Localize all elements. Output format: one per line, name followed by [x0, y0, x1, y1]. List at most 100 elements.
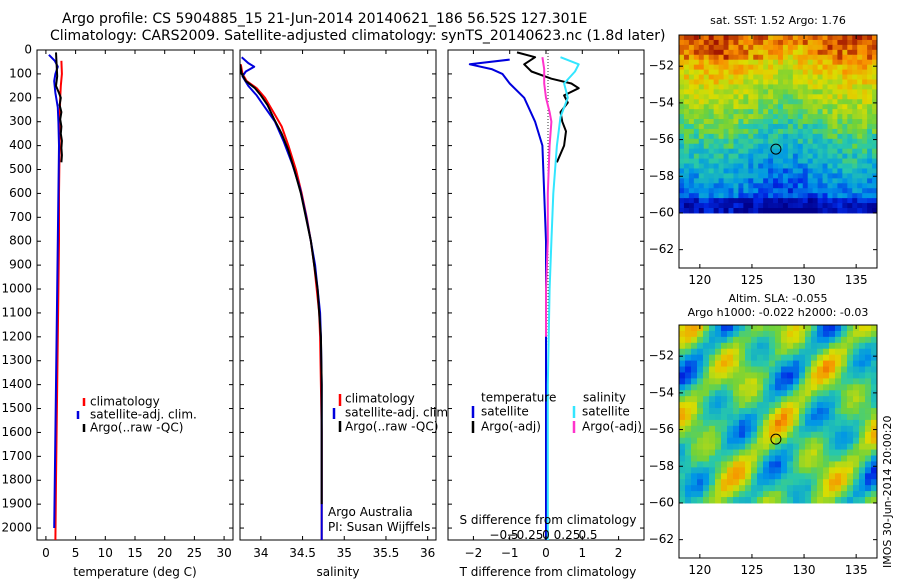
- heatmap-cell: [853, 372, 860, 379]
- heatmap-cell: [811, 443, 818, 451]
- heatmap-cell: [758, 133, 764, 140]
- heatmap-cell: [835, 413, 842, 421]
- heatmap-cell: [769, 396, 776, 403]
- heatmap-cell: [773, 128, 779, 135]
- heatmap-cell: [782, 173, 789, 179]
- heatmap-cell: [802, 178, 809, 184]
- heatmap-cell: [691, 390, 698, 397]
- heatmap-cell: [679, 455, 686, 462]
- heatmap-cell: [763, 59, 769, 66]
- heatmap-cell: [769, 437, 776, 445]
- heatmap-cell: [743, 35, 749, 41]
- heatmap-cell: [698, 89, 705, 95]
- heatmap-cell: [862, 74, 868, 80]
- heatmap-cell: [743, 183, 749, 189]
- heatmap-cell: [857, 74, 863, 80]
- heatmap-cell: [738, 94, 744, 100]
- heatmap-cell: [872, 94, 878, 100]
- heatmap-cell: [842, 35, 848, 41]
- heatmap-cell: [683, 163, 690, 169]
- heatmap-cell: [812, 123, 819, 130]
- heatmap-cell: [787, 188, 794, 194]
- heatmap-cell: [835, 372, 842, 379]
- heatmap-cell: [781, 348, 788, 356]
- heatmap-cell: [822, 84, 828, 90]
- heatmap-cell: [822, 74, 828, 80]
- heatmap-cell: [872, 89, 878, 95]
- heatmap-cell: [721, 485, 728, 492]
- heatmap-cell: [723, 109, 729, 115]
- heatmap-cell: [781, 479, 788, 486]
- heatmap-cell: [842, 188, 848, 194]
- heatmap-cell: [835, 479, 842, 486]
- heatmap-cell: [727, 455, 734, 462]
- heatmap-cell: [812, 168, 819, 174]
- heatmap-cell: [807, 183, 814, 189]
- heatmap-cell: [748, 119, 754, 125]
- heatmap-cell: [862, 104, 868, 110]
- heatmap-cell: [787, 99, 794, 105]
- heatmap-cell: [758, 104, 764, 110]
- heatmap-cell: [782, 114, 789, 120]
- heatmap-cell: [748, 64, 754, 71]
- heatmap-cell: [859, 390, 866, 397]
- heatmap-cell: [871, 348, 878, 356]
- heatmap-cell: [823, 402, 830, 409]
- heatmap-cell: [827, 49, 833, 56]
- heatmap-cell: [698, 143, 705, 150]
- heatmap-cell: [733, 158, 739, 165]
- heatmap-cell: [773, 49, 779, 56]
- heatmap-cell: [835, 354, 842, 362]
- heatmap-cell: [679, 473, 686, 480]
- heatmap-cell: [685, 325, 692, 332]
- heatmap-cell: [703, 473, 710, 480]
- heatmap-cell: [862, 178, 868, 184]
- heatmap-cell: [727, 497, 734, 504]
- heatmap-cell: [778, 203, 784, 209]
- heatmap-cell: [748, 143, 754, 150]
- heatmap-cell: [721, 443, 728, 451]
- heatmap-cell: [773, 143, 779, 150]
- heatmap-cell: [753, 188, 759, 194]
- heatmap-cell: [748, 123, 754, 130]
- heatmap-cell: [807, 89, 814, 95]
- heatmap-cell: [835, 378, 842, 385]
- heatmap-cell: [797, 44, 804, 51]
- heatmap-cell: [688, 163, 695, 169]
- heatmap-cell: [859, 372, 866, 379]
- heatmap-cell: [778, 49, 784, 56]
- heatmap-cell: [871, 360, 878, 368]
- heatmap-cell: [763, 133, 769, 140]
- heatmap-cell: [807, 123, 814, 130]
- heatmap-cell: [713, 74, 720, 80]
- heatmap-cell: [693, 35, 700, 41]
- heatmap-cell: [807, 203, 814, 209]
- sst-map-frame: [678, 34, 878, 269]
- heatmap-cell: [799, 479, 806, 486]
- heatmap-cell: [792, 173, 799, 179]
- heatmap-cell: [721, 437, 728, 445]
- heatmap-cell: [867, 64, 873, 71]
- heatmap-cell: [867, 94, 873, 100]
- heatmap-cell: [683, 158, 690, 165]
- heatmap-cell: [792, 59, 799, 66]
- heatmap-cell: [738, 163, 744, 169]
- heatmap-cell: [872, 99, 878, 105]
- heatmap-cell: [703, 402, 710, 409]
- heatmap-cell: [782, 119, 789, 125]
- heatmap-cell: [835, 396, 842, 403]
- heatmap-cell: [769, 336, 776, 344]
- heatmap-cell: [693, 54, 700, 61]
- heatmap-cell: [867, 99, 873, 105]
- heatmap-cell: [799, 491, 806, 498]
- heatmap-cell: [708, 99, 715, 105]
- heatmap-cell: [727, 366, 734, 373]
- heatmap-cell: [763, 173, 769, 179]
- heatmap-cell: [805, 425, 812, 433]
- heatmap-cell: [817, 114, 824, 120]
- heatmap-cell: [713, 79, 720, 85]
- heatmap-cell: [775, 461, 782, 468]
- heatmap-cell: [697, 449, 704, 456]
- heatmap-cell: [727, 330, 734, 338]
- heatmap-cell: [841, 437, 848, 445]
